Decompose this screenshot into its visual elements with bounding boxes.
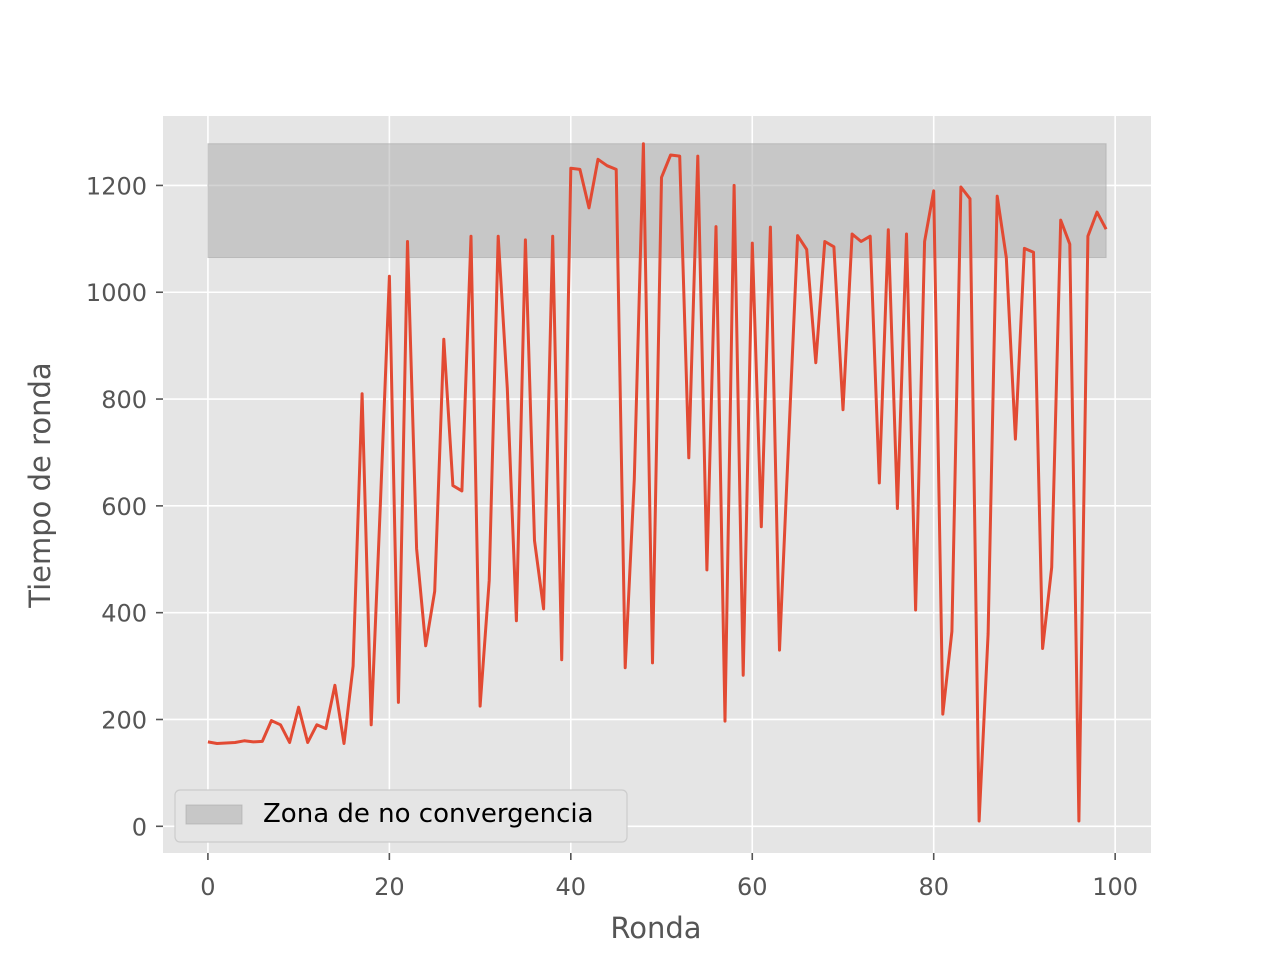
y-tick-label: 800 xyxy=(101,386,147,414)
y-tick-label: 400 xyxy=(101,600,147,628)
y-tick-label: 1000 xyxy=(86,279,147,307)
y-tick-label: 600 xyxy=(101,493,147,521)
legend: Zona de no convergencia xyxy=(174,789,628,843)
x-axis-label: Ronda xyxy=(610,911,701,945)
no-convergence-band xyxy=(207,143,1107,259)
x-tick-label: 0 xyxy=(200,873,215,901)
legend-frame xyxy=(174,789,628,843)
legend-band-label: Zona de no convergencia xyxy=(263,799,594,829)
x-tick-label: 20 xyxy=(374,873,405,901)
y-tick-label: 1200 xyxy=(86,172,147,200)
y-tick-label: 200 xyxy=(101,706,147,734)
x-tick-label: 40 xyxy=(556,873,587,901)
x-tick-label: 80 xyxy=(918,873,949,901)
y-tick-label: 0 xyxy=(132,813,147,841)
x-tick-label: 100 xyxy=(1092,873,1138,901)
y-axis-label: Tiempo de ronda xyxy=(23,362,57,608)
round-time-line xyxy=(207,142,1108,823)
x-tick-label: 60 xyxy=(737,873,768,901)
y-axis-ticks: 0 200 400 600 800 1000 1200 xyxy=(86,172,163,841)
x-axis-ticks: 0 20 40 60 80 100 xyxy=(200,853,1138,901)
legend-band-swatch xyxy=(185,804,243,825)
